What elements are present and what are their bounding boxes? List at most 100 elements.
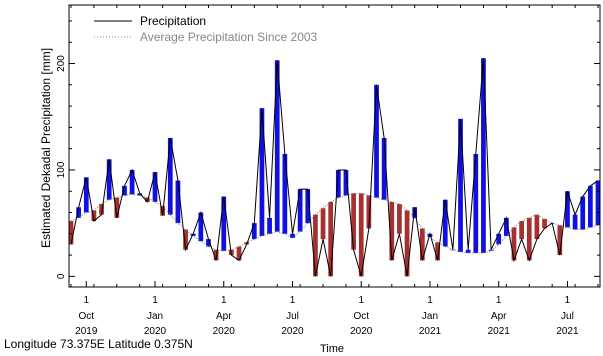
diff-bar: [267, 217, 272, 234]
x-tick-label: 1: [565, 295, 571, 306]
diff-bar: [305, 189, 311, 224]
y-tick-label: 100: [56, 161, 67, 178]
x-tick-label: 2021: [419, 326, 442, 337]
legend: Precipitation Average Precipitation Sinc…: [94, 14, 318, 44]
diff-bar: [282, 153, 288, 234]
x-tick-label: Oct: [353, 311, 369, 322]
diff-bar: [587, 185, 593, 228]
y-tick-label: 0: [56, 273, 67, 279]
diff-bar: [137, 193, 143, 196]
x-tick-label: 1: [358, 295, 364, 306]
x-tick-label: 2020: [144, 326, 167, 337]
x-tick-label: Apr: [216, 311, 232, 322]
legend-average-label: Average Precipitation Since 2003: [140, 30, 318, 44]
diff-bar: [542, 218, 547, 229]
diff-bar: [335, 169, 341, 198]
x-tick-label: 1: [221, 295, 227, 306]
diff-bar: [565, 191, 570, 228]
legend-precipitation-label: Precipitation: [140, 14, 206, 28]
x-axis-label: Time: [320, 343, 344, 355]
difference-bars: [68, 58, 601, 277]
diff-bar: [106, 159, 112, 200]
diff-bar: [572, 214, 578, 230]
diff-bar: [496, 233, 502, 245]
diff-bar: [404, 210, 410, 277]
diff-bar: [389, 201, 395, 261]
diff-bar: [145, 197, 150, 202]
diff-bar: [68, 221, 74, 245]
diff-bar: [206, 239, 211, 247]
diff-bar: [290, 233, 295, 239]
x-tick-label: 1: [427, 295, 433, 306]
diff-bar: [526, 217, 532, 261]
diff-bar: [91, 210, 97, 222]
diff-bar: [465, 249, 471, 253]
diff-bar: [320, 208, 326, 240]
diff-bar: [198, 212, 204, 242]
x-tick-label: 2021: [556, 326, 579, 337]
plot-frame: [68, 4, 601, 288]
x-tick-label: Oct: [78, 311, 94, 322]
diff-bar: [511, 227, 517, 261]
x-tick-label: 2020: [281, 326, 304, 337]
x-axis-ticks: 1 Oct 2019 1 Jan 2020 1 Apr 2020 1 Jul 2020 1 Oct 2020…: [70, 5, 599, 337]
x-tick-label: 1: [496, 295, 502, 306]
diff-bar: [358, 193, 364, 277]
diff-bar: [213, 249, 219, 261]
diff-bar: [259, 108, 265, 236]
diff-bar: [374, 84, 379, 198]
diff-bar: [328, 201, 334, 277]
x-tick-label: Jan: [147, 311, 163, 322]
diff-bar: [473, 153, 479, 253]
x-tick-label: 2020: [213, 326, 236, 337]
diff-bar: [343, 169, 349, 196]
y-axis-ticks: 0 100 200: [56, 20, 600, 279]
diff-bar: [236, 246, 242, 261]
diff-bar: [351, 193, 356, 250]
precipitation-line: [70, 58, 599, 277]
diff-bar: [175, 180, 181, 224]
diff-bar: [534, 214, 540, 240]
diff-bar: [99, 204, 104, 215]
diff-bar: [503, 217, 509, 236]
diff-bar: [519, 221, 524, 240]
diff-bar: [183, 229, 188, 250]
diff-bar: [458, 118, 463, 252]
diff-bar: [580, 196, 586, 230]
diff-bar: [274, 60, 280, 232]
diff-bar: [251, 223, 257, 240]
diff-bar: [488, 249, 494, 251]
diff-bar: [297, 189, 303, 232]
x-tick-label: 2020: [350, 326, 373, 337]
x-tick-label: 2019: [75, 326, 98, 337]
diff-bar: [313, 214, 318, 277]
diff-bar: [557, 225, 563, 256]
x-tick-label: 2021: [488, 326, 511, 337]
y-tick-label: 200: [56, 55, 67, 72]
diff-bar: [122, 185, 127, 196]
diff-bar: [152, 172, 158, 202]
x-tick-label: 1: [152, 295, 158, 306]
diff-bar: [397, 204, 402, 234]
diff-bar: [83, 177, 89, 213]
x-tick-label: Jul: [286, 311, 299, 322]
precipitation-line-layer: [70, 58, 599, 277]
x-tick-label: Apr: [491, 311, 507, 322]
x-tick-label: 1: [290, 295, 296, 306]
diff-bar: [419, 228, 425, 261]
x-tick-label: 1: [83, 295, 89, 306]
x-tick-label: Jan: [422, 311, 438, 322]
x-tick-label: Jul: [561, 311, 574, 322]
y-axis-label: Estimated Dekadal Precipitation [mm]: [39, 48, 53, 248]
diff-bar: [366, 195, 372, 229]
diff-bar: [114, 197, 120, 218]
diff-bar: [221, 196, 227, 251]
diff-bar: [412, 207, 418, 218]
diff-bar: [435, 242, 440, 261]
diff-bar: [595, 180, 601, 226]
diff-bar: [481, 58, 486, 253]
diff-bar: [76, 207, 82, 218]
diff-bar: [442, 199, 448, 247]
diff-bar: [381, 138, 387, 200]
